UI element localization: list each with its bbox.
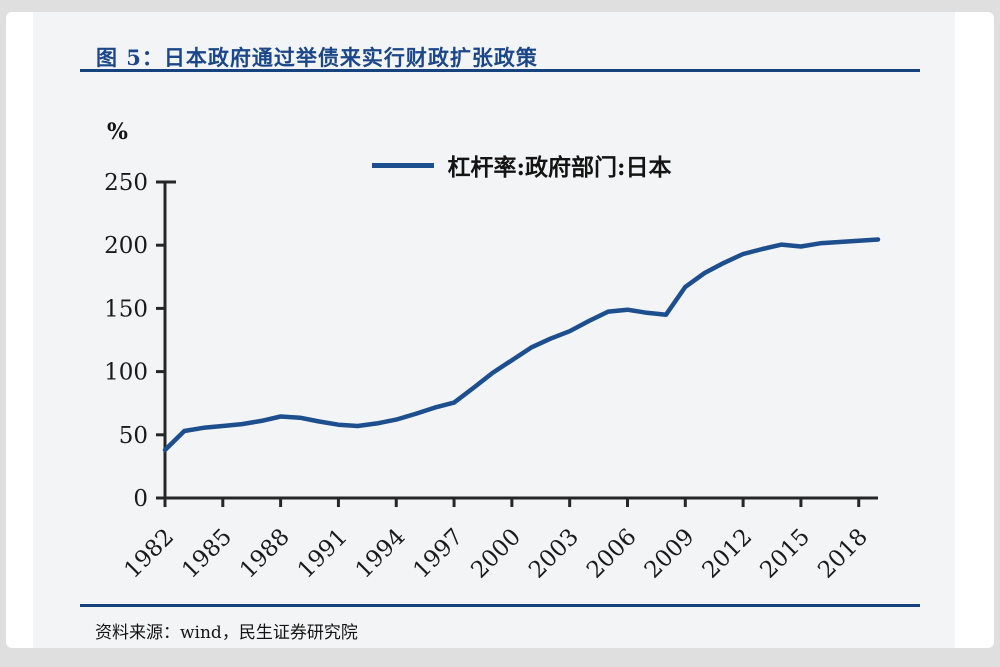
svg-text:2003: 2003	[524, 524, 584, 584]
document-page: 图 5：日本政府通过举债来实行财政扩张政策 % 杠杆率:政府部门:日本 0 50 1…	[6, 12, 994, 648]
svg-text:150: 150	[104, 296, 148, 322]
svg-text:2006: 2006	[582, 524, 642, 584]
svg-text:2012: 2012	[698, 524, 758, 584]
svg-text:1991: 1991	[293, 524, 353, 584]
svg-text:0: 0	[133, 486, 148, 512]
svg-text:1985: 1985	[177, 524, 237, 584]
title-divider	[80, 69, 920, 72]
series-line-japan-gov-leverage	[162, 237, 881, 453]
source-divider	[80, 604, 920, 607]
chart-legend: 杠杆率:政府部门:日本	[165, 148, 878, 182]
figure-title: 图 5：日本政府通过举债来实行财政扩张政策	[96, 45, 538, 70]
svg-text:2018: 2018	[813, 524, 873, 584]
svg-text:2000: 2000	[466, 524, 526, 584]
y-axis-unit-label: %	[107, 119, 128, 145]
source-note: 资料来源：wind，民生证券研究院	[95, 623, 358, 643]
svg-text:1997: 1997	[409, 524, 469, 584]
svg-text:200: 200	[104, 233, 148, 259]
x-tick-labels: 1982198519881991199419972000200320062009…	[119, 524, 873, 584]
svg-text:2015: 2015	[755, 524, 815, 584]
legend-series-label: 杠杆率:政府部门:日本	[447, 154, 672, 181]
svg-text:2009: 2009	[640, 524, 700, 584]
axes	[156, 180, 878, 507]
svg-text:1988: 1988	[235, 524, 295, 584]
svg-text:1982: 1982	[119, 524, 179, 584]
svg-text:100: 100	[104, 360, 148, 386]
svg-text:1994: 1994	[351, 524, 411, 584]
line-chart: 0501001502002501982198519881991199419972…	[104, 170, 881, 584]
figure-block: 图 5：日本政府通过举债来实行财政扩张政策 % 杠杆率:政府部门:日本 0 50 1…	[33, 12, 955, 648]
legend-line-swatch	[371, 162, 434, 168]
svg-text:250: 250	[104, 170, 148, 196]
svg-text:50: 50	[119, 423, 148, 449]
y-tick-labels: 0 50 100 150 200 250	[104, 170, 148, 512]
